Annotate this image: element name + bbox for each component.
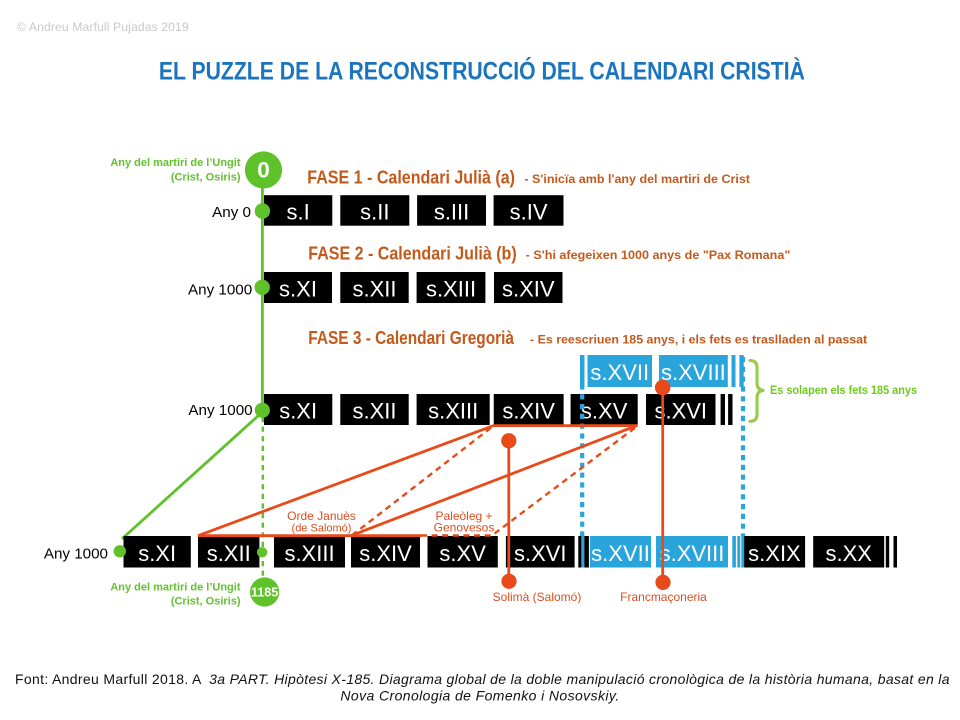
svg-text:- S'inicïa amb l'any del marti: - S'inicïa amb l'any del martiri de Cris… [524,172,750,186]
svg-text:FASE 1 - Calendari Julià (a): FASE 1 - Calendari Julià (a) [307,167,515,187]
svg-text:Any 1000: Any 1000 [44,546,108,563]
svg-text:s.I: s.I [287,199,310,224]
svg-text:s.XIX: s.XIX [748,541,801,566]
svg-text:s.XX: s.XX [825,541,872,566]
svg-text:s.XVIII: s.XVIII [660,541,725,566]
svg-text:s.XVIII: s.XVIII [661,360,726,385]
svg-text:© Andreu Marfull Pujadas 2019: © Andreu Marfull Pujadas 2019 [17,20,189,34]
svg-text:Genovesos: Genovesos [434,521,495,535]
svg-text:s.XIII: s.XIII [426,277,476,302]
svg-text:s.XIII: s.XIII [284,541,334,566]
svg-text:(de Salomó): (de Salomó) [292,523,352,535]
svg-text:s.XI: s.XI [279,277,317,302]
svg-text:FASE 2 - Calendari Julià (b): FASE 2 - Calendari Julià (b) [308,243,516,263]
svg-text:s.XVII: s.XVII [590,360,649,385]
svg-text:s.XIII: s.XIII [428,399,478,424]
svg-text:s.XVII: s.XVII [591,541,650,566]
svg-text:- Es reescriuen 185 anys, i el: - Es reescriuen 185 anys, i els fets es … [530,333,867,347]
svg-text:s.II: s.II [360,199,389,224]
svg-text:Any 0: Any 0 [212,204,251,221]
svg-text:s.XII: s.XII [352,277,396,302]
svg-text:Solimà (Salomó): Solimà (Salomó) [493,590,582,604]
svg-text:s.XII: s.XII [207,541,251,566]
svg-text:s.XV: s.XV [439,541,486,566]
svg-text:Font: Andreu Marfull 2018. A 3: Font: Andreu Marfull 2018. A 3a PART. Hi… [15,671,950,687]
svg-text:Nova Cronologia de Fomenko i N: Nova Cronologia de Fomenko i Nosovskiy. [340,688,619,704]
svg-text:s.III: s.III [434,199,469,224]
svg-text:s.XII: s.XII [352,399,396,424]
svg-text:- S'hi afegeixen 1000 anys de: - S'hi afegeixen 1000 anys de "Pax Roman… [526,248,791,262]
svg-text:1185: 1185 [251,586,278,600]
svg-text:s.XVI: s.XVI [514,541,567,566]
svg-text:FASE 3 - Calendari Gregorià: FASE 3 - Calendari Gregorià [308,328,515,348]
svg-text:Orde Januès: Orde Januès [287,509,356,523]
svg-text:0: 0 [257,157,270,182]
svg-text:Any 1000: Any 1000 [188,282,252,299]
svg-text:s.XI: s.XI [138,541,176,566]
svg-text:s.XIV: s.XIV [502,399,555,424]
svg-text:s.XIV: s.XIV [502,277,555,302]
svg-text:EL PUZZLE DE LA RECONSTRUCCIÓ: EL PUZZLE DE LA RECONSTRUCCIÓ DEL CALEND… [159,56,805,86]
svg-text:Any 1000: Any 1000 [188,402,252,419]
svg-text:Francmaçoneria: Francmaçoneria [620,590,707,604]
svg-text:s.XV: s.XV [581,399,628,424]
svg-text:Paleòleg +: Paleòleg + [435,509,492,523]
svg-text:(Crist, Osiris): (Crist, Osiris) [171,596,241,608]
svg-text:s.XIV: s.XIV [359,541,412,566]
svg-text:s.XI: s.XI [279,399,317,424]
svg-text:(Crist, Osiris): (Crist, Osiris) [171,172,241,184]
svg-text:Any del martiri de l’Ungit: Any del martiri de l’Ungit [110,157,241,169]
svg-text:Any del martiri de l’Ungit: Any del martiri de l’Ungit [110,582,241,594]
svg-text:Es solapen els fets 185 anys: Es solapen els fets 185 anys [770,385,917,397]
svg-text:s.IV: s.IV [510,199,548,224]
